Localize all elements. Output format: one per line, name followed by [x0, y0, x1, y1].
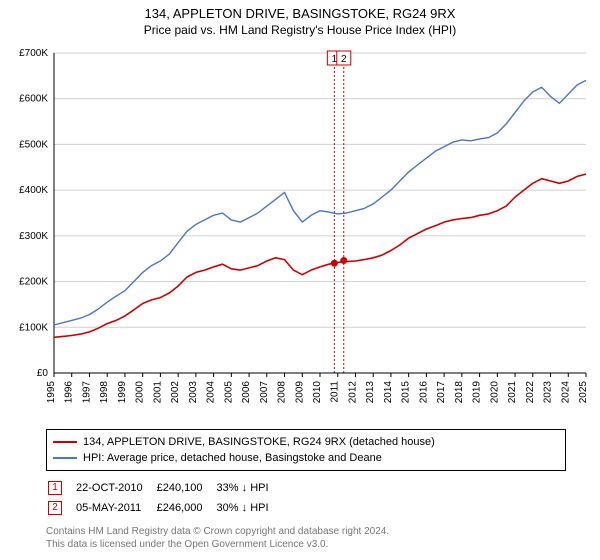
- footer-attribution: Contains HM Land Registry data © Crown c…: [46, 525, 594, 551]
- svg-text:2023: 2023: [543, 381, 554, 404]
- svg-text:2003: 2003: [188, 381, 199, 404]
- svg-text:2000: 2000: [135, 381, 146, 404]
- svg-text:2014: 2014: [383, 381, 394, 404]
- svg-text:2021: 2021: [507, 381, 518, 404]
- svg-text:2001: 2001: [152, 381, 163, 404]
- svg-text:1996: 1996: [64, 381, 75, 404]
- svg-text:2: 2: [341, 54, 347, 65]
- table-row: 1 22-OCT-2010 £240,100 33% ↓ HPI: [48, 479, 281, 497]
- svg-text:2018: 2018: [454, 381, 465, 404]
- svg-text:2010: 2010: [312, 381, 323, 404]
- svg-text:2004: 2004: [206, 381, 217, 404]
- legend-swatch: [53, 457, 77, 459]
- svg-text:2019: 2019: [472, 381, 483, 404]
- svg-text:2022: 2022: [525, 381, 536, 404]
- sale-price: £240,100: [157, 479, 215, 497]
- svg-text:2002: 2002: [170, 381, 181, 404]
- sales-table: 1 22-OCT-2010 £240,100 33% ↓ HPI 2 05-MA…: [46, 477, 283, 519]
- svg-text:£0: £0: [37, 368, 49, 379]
- svg-text:2013: 2013: [365, 381, 376, 404]
- legend-label: HPI: Average price, detached house, Basi…: [83, 452, 382, 464]
- table-row: 2 05-MAY-2011 £246,000 30% ↓ HPI: [48, 499, 281, 517]
- svg-text:£600K: £600K: [19, 94, 48, 105]
- svg-text:£200K: £200K: [19, 277, 48, 288]
- line-chart-svg: £0 £100K £200K £300K £400K £500K £600K £700K 199…: [6, 43, 594, 423]
- legend-item: 134, APPLETON DRIVE, BASINGSTOKE, RG24 9…: [53, 434, 559, 450]
- svg-text:1999: 1999: [117, 381, 128, 404]
- svg-text:£300K: £300K: [19, 231, 48, 242]
- svg-text:£500K: £500K: [19, 139, 48, 150]
- svg-text:£100K: £100K: [19, 322, 48, 333]
- svg-text:2017: 2017: [436, 381, 447, 404]
- svg-text:2007: 2007: [259, 381, 270, 404]
- sale-marker-icon: 2: [48, 501, 62, 515]
- svg-text:2020: 2020: [489, 381, 500, 404]
- svg-text:2005: 2005: [223, 381, 234, 404]
- legend-swatch: [53, 441, 77, 443]
- svg-text:2011: 2011: [330, 381, 341, 403]
- chart-title: 134, APPLETON DRIVE, BASINGSTOKE, RG24 9…: [6, 6, 594, 21]
- sale-date: 05-MAY-2011: [76, 499, 155, 517]
- svg-text:2025: 2025: [578, 381, 589, 404]
- svg-text:2015: 2015: [401, 381, 412, 404]
- sale-date: 22-OCT-2010: [76, 479, 155, 497]
- svg-text:2012: 2012: [347, 381, 358, 404]
- svg-text:£400K: £400K: [19, 185, 48, 196]
- svg-text:£700K: £700K: [19, 48, 48, 59]
- sale-pct: 33% ↓ HPI: [217, 479, 281, 497]
- legend: 134, APPLETON DRIVE, BASINGSTOKE, RG24 9…: [46, 429, 566, 471]
- svg-text:2024: 2024: [560, 381, 571, 404]
- svg-text:1998: 1998: [99, 381, 110, 404]
- svg-text:2008: 2008: [277, 381, 288, 404]
- sale-pct: 30% ↓ HPI: [217, 499, 281, 517]
- svg-text:2006: 2006: [241, 381, 252, 404]
- sale-marker-icon: 1: [48, 481, 62, 495]
- chart-subtitle: Price paid vs. HM Land Registry's House …: [6, 23, 594, 37]
- chart-container: { "title": "134, APPLETON DRIVE, BASINGS…: [0, 0, 600, 557]
- sale-price: £246,000: [157, 499, 215, 517]
- svg-text:1995: 1995: [46, 381, 57, 404]
- legend-label: 134, APPLETON DRIVE, BASINGSTOKE, RG24 9…: [83, 436, 435, 448]
- legend-item: HPI: Average price, detached house, Basi…: [53, 450, 559, 466]
- svg-text:2009: 2009: [294, 381, 305, 404]
- svg-text:1997: 1997: [81, 381, 92, 404]
- svg-text:2016: 2016: [418, 381, 429, 404]
- chart-plot-area: £0 £100K £200K £300K £400K £500K £600K £700K 199…: [6, 43, 594, 423]
